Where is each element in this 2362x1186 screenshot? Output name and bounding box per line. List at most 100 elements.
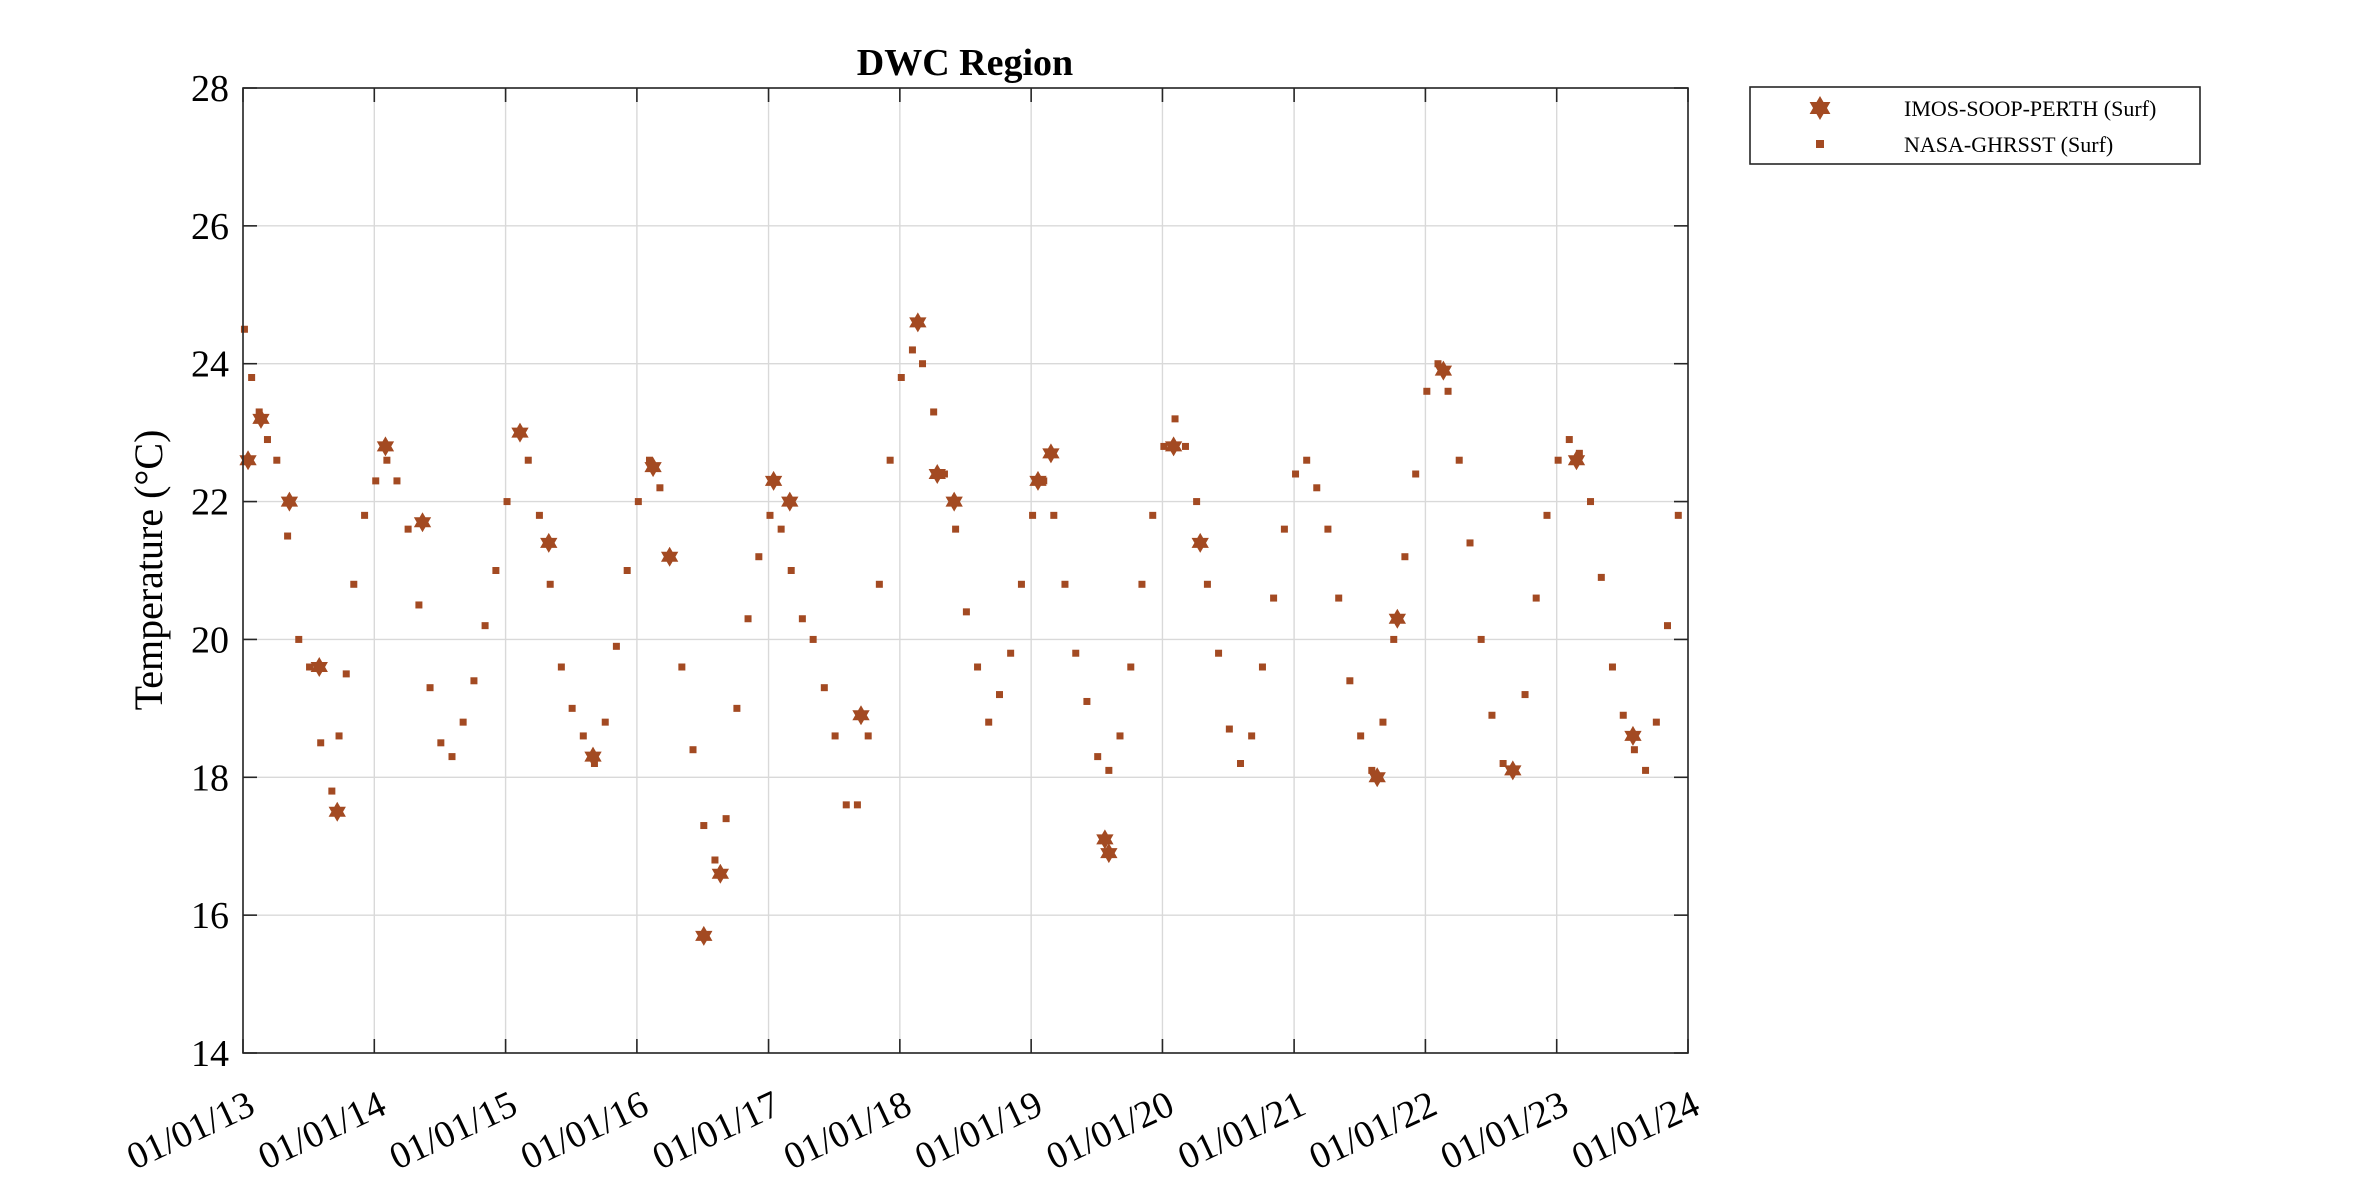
ghrsst-point <box>448 753 456 761</box>
ghrsst-point <box>985 718 993 726</box>
y-tick-label: 24 <box>191 344 229 386</box>
ghrsst-point <box>415 601 423 609</box>
ghrsst-point <box>755 553 763 561</box>
ghrsst-point <box>1138 580 1146 588</box>
ghrsst-point <box>317 739 325 747</box>
ghrsst-point <box>1466 539 1474 547</box>
ghrsst-point <box>372 477 380 485</box>
ghrsst-point <box>240 325 248 333</box>
ghrsst-point <box>1007 649 1015 657</box>
ghrsst-point <box>1587 498 1595 506</box>
ghrsst-point <box>777 525 785 533</box>
ghrsst-point <box>1083 697 1091 705</box>
ghrsst-point <box>809 635 817 643</box>
plot-area-box <box>242 87 1689 1054</box>
ghrsst-point <box>1324 525 1332 533</box>
ghrsst-point <box>437 739 445 747</box>
ghrsst-point <box>328 787 336 795</box>
ghrsst-point <box>1237 760 1245 767</box>
ghrsst-point <box>1477 635 1485 643</box>
ghrsst-point <box>820 684 828 692</box>
ghrsst-point <box>248 374 256 381</box>
ghrsst-point <box>1149 511 1157 519</box>
ghrsst-point <box>393 477 401 485</box>
ghrsst-point <box>1357 732 1365 740</box>
ghrsst-point <box>842 801 850 809</box>
ghrsst-point <box>568 704 576 712</box>
chart-title: DWC Region <box>857 42 1073 84</box>
ghrsst-point <box>263 436 271 444</box>
ghrsst-point <box>1575 449 1583 457</box>
ghrsst-point <box>1346 677 1354 685</box>
legend-marker-square <box>1816 140 1824 148</box>
y-tick-label: 22 <box>191 482 229 524</box>
ghrsst-point <box>722 815 730 823</box>
ghrsst-point <box>962 608 970 616</box>
ghrsst-point <box>492 567 500 574</box>
legend-box <box>1749 86 2201 165</box>
ghrsst-point <box>404 525 412 533</box>
ghrsst-point <box>579 732 587 740</box>
y-tick-label: 18 <box>191 757 229 799</box>
ghrsst-point <box>1061 580 1069 588</box>
ghrsst-point <box>1368 766 1376 774</box>
ghrsst-point <box>1248 732 1256 740</box>
ghrsst-point <box>940 470 948 478</box>
ghrsst-point <box>1094 753 1102 761</box>
ghrsst-point <box>974 663 982 671</box>
ghrsst-point <box>897 374 905 381</box>
ghrsst-point <box>1193 498 1201 506</box>
ghrsst-point <box>1565 436 1573 444</box>
ghrsst-point <box>766 511 774 519</box>
ghrsst-point <box>1444 387 1452 395</box>
ghrsst-point <box>1423 387 1431 395</box>
ghrsst-point <box>1292 470 1300 478</box>
ghrsst-point <box>557 663 565 671</box>
ghrsst-point <box>1390 635 1398 643</box>
data-points <box>239 312 1682 946</box>
ghrsst-point <box>273 456 281 464</box>
ghrsst-point <box>470 677 478 685</box>
ghrsst-point <box>1127 663 1135 671</box>
ghrsst-point <box>1532 594 1540 602</box>
ghrsst-point <box>853 801 861 809</box>
ghrsst-point <box>459 718 467 726</box>
ghrsst-point <box>634 498 642 506</box>
ghrsst-point <box>787 567 795 574</box>
ghrsst-point <box>546 580 554 588</box>
ghrsst-point <box>1642 766 1650 774</box>
ghrsst-point <box>645 456 653 464</box>
ghrsst-point <box>1050 511 1058 519</box>
ghrsst-point <box>335 732 343 740</box>
ghrsst-point <box>1674 511 1682 519</box>
ghrsst-point <box>284 532 292 540</box>
ghrsst-point <box>524 456 532 464</box>
ghrsst-point <box>612 642 620 650</box>
ghrsst-point <box>656 484 664 492</box>
ghrsst-point <box>1335 594 1343 602</box>
ghrsst-point <box>1203 580 1211 588</box>
ghrsst-point <box>295 635 303 643</box>
y-tick-label: 26 <box>191 206 229 248</box>
ghrsst-point <box>864 732 872 740</box>
ghrsst-point <box>350 580 358 588</box>
ghrsst-point <box>1619 711 1627 719</box>
ghrsst-point <box>1663 622 1671 630</box>
ghrsst-point <box>535 511 543 519</box>
ghrsst-point <box>1554 456 1562 464</box>
ghrsst-point <box>1543 511 1551 519</box>
ghrsst-point <box>798 615 806 623</box>
y-tick-label: 20 <box>191 619 229 661</box>
ghrsst-point <box>1105 766 1113 774</box>
legend-label: NASA-GHRSST (Surf) <box>1904 132 2113 157</box>
ghrsst-point <box>733 704 741 712</box>
ghrsst-point <box>995 691 1003 699</box>
ghrsst-point <box>886 456 894 464</box>
ghrsst-point <box>689 746 697 754</box>
ghrsst-point <box>919 360 927 368</box>
ghrsst-point <box>306 663 314 671</box>
ghrsst-point <box>1303 456 1311 464</box>
ghrsst-point <box>744 615 752 623</box>
legend-entry: NASA-GHRSST (Surf) <box>1816 132 2113 157</box>
